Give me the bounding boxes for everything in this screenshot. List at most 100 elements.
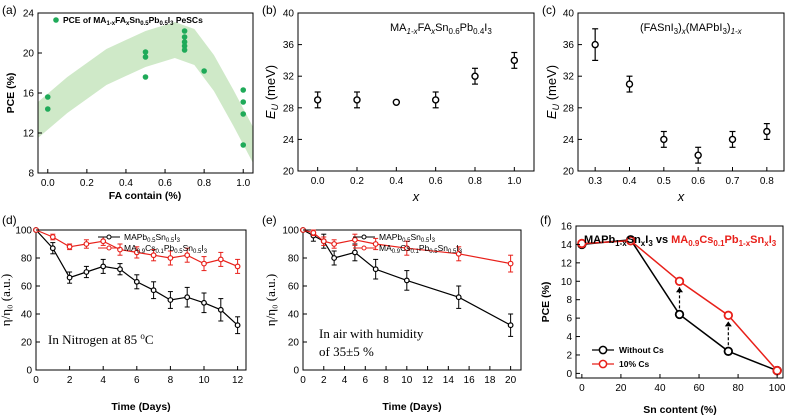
y-axis-label: EU (meV) bbox=[263, 65, 280, 119]
y-tick-label: 24 bbox=[23, 9, 35, 20]
x-axis-label: x bbox=[677, 189, 685, 204]
chart-title: (FASnI3)x(MAPbI3)1-x bbox=[640, 22, 743, 36]
panel-e: (e) 0 2 4 6 8 10 12 14 16 18 20 0 20 40 60 80 100 MAPb0.… bbox=[262, 213, 522, 413]
x-tick-label: 0.7 bbox=[726, 176, 740, 187]
x-tick-label: 0 bbox=[33, 375, 39, 386]
data-point bbox=[507, 322, 514, 329]
data-point bbox=[150, 252, 157, 259]
x-tick-label: 18 bbox=[484, 375, 496, 386]
confidence-band bbox=[38, 22, 253, 163]
y-tick-label: 24 bbox=[283, 135, 295, 146]
x-tick-label: 0.6 bbox=[158, 178, 172, 189]
data-series bbox=[577, 235, 782, 376]
data-point bbox=[184, 294, 191, 301]
y-tick-label: 36 bbox=[563, 40, 575, 51]
y-axis-label: η/η₀ (a.u.) bbox=[263, 274, 278, 326]
legend-marker bbox=[53, 17, 59, 23]
data-point bbox=[234, 322, 241, 329]
plot-frame bbox=[577, 12, 785, 172]
data-series bbox=[300, 227, 514, 337]
arrow-head bbox=[724, 321, 732, 327]
axis-ticks: 0.0 0.2 0.4 0.6 0.8 1.0 8 12 16 20 24 bbox=[23, 9, 251, 190]
data-point bbox=[240, 142, 247, 148]
panel-d-letter: (d) bbox=[2, 213, 17, 227]
y-tick-label: 40 bbox=[21, 310, 33, 321]
data-point bbox=[184, 252, 191, 259]
y-tick-label: 12 bbox=[23, 129, 35, 140]
y-tick-label: 14 bbox=[561, 240, 573, 251]
data-point bbox=[142, 74, 149, 80]
data-point bbox=[320, 238, 327, 245]
data-point bbox=[352, 249, 358, 256]
y-tick-label: 20 bbox=[563, 167, 575, 178]
data-point bbox=[100, 238, 107, 245]
x-tick-label: 4 bbox=[100, 375, 106, 386]
data-point bbox=[167, 297, 174, 303]
data-point bbox=[66, 243, 73, 250]
data-point bbox=[133, 249, 140, 256]
x-tick-label: 0.6 bbox=[429, 176, 443, 187]
y-tick-label: 60 bbox=[21, 282, 33, 293]
y-tick-label: 6 bbox=[566, 314, 572, 325]
x-tick-label: 0.2 bbox=[350, 176, 364, 187]
y-tick-label: 0 bbox=[566, 369, 572, 380]
data-point bbox=[310, 229, 317, 236]
data-point bbox=[240, 87, 247, 93]
x-tick-label: 100 bbox=[769, 383, 786, 394]
x-tick-label: 0.0 bbox=[41, 178, 55, 189]
data-point bbox=[181, 28, 188, 34]
panel-d: (d) 0 2 4 6 8 10 12 0 20 40 60 80 100 MAPb0.5Sn0.5I3… bbox=[0, 213, 247, 413]
y-tick-label: 8 bbox=[566, 295, 572, 306]
y-tick-label: 40 bbox=[283, 9, 295, 20]
x-tick-label: 6 bbox=[363, 375, 369, 386]
data-point bbox=[331, 241, 338, 247]
data-point bbox=[471, 72, 479, 80]
data-point bbox=[352, 236, 358, 243]
data-point bbox=[591, 40, 599, 49]
legend: Without Cs 10% Cs bbox=[592, 345, 664, 369]
data-point bbox=[577, 238, 587, 249]
y-tick-label: 100 bbox=[282, 226, 299, 237]
data-point bbox=[100, 263, 107, 270]
legend-label-red: 10% Cs bbox=[619, 359, 650, 369]
data-point bbox=[117, 266, 123, 273]
y-axis-label: EU (meV) bbox=[544, 65, 561, 119]
y-tick-label: 32 bbox=[563, 72, 575, 83]
legend: MAPb0.5Sn0.5I3 MA0.9Cs0.1Pb0.5Sn0.5I3 bbox=[98, 232, 208, 255]
data-point bbox=[431, 96, 440, 104]
data-point bbox=[392, 98, 401, 106]
legend-label-red: MA0.9Cs0.1Pb0.5Sn0.5I3 bbox=[379, 243, 463, 255]
data-points bbox=[313, 51, 519, 109]
data-series bbox=[33, 227, 241, 335]
data-point bbox=[66, 274, 73, 281]
data-point bbox=[772, 365, 782, 376]
y-tick-label: 24 bbox=[563, 135, 575, 146]
legend-marker bbox=[361, 245, 367, 251]
x-axis-label: Time (Days) bbox=[382, 401, 441, 413]
data-point bbox=[625, 236, 636, 246]
axis-ticks: 0.0 0.2 0.4 0.6 0.8 1.0 20 24 28 32 36 40 bbox=[283, 9, 522, 188]
x-tick-label: 20 bbox=[505, 375, 517, 386]
x-tick-label: 8 bbox=[168, 375, 174, 386]
data-point bbox=[150, 287, 157, 294]
x-tick-label: 0.5 bbox=[657, 176, 671, 187]
y-tick-label: 4 bbox=[566, 332, 572, 343]
data-point bbox=[49, 234, 56, 240]
y-tick-label: 36 bbox=[283, 40, 295, 51]
y-tick-label: 0 bbox=[26, 366, 32, 377]
legend-marker bbox=[598, 345, 608, 355]
panel-c: (c) 0.3 0.4 0.5 0.6 0.7 0.8 20 24 28 32 36 40 (FASn… bbox=[542, 3, 785, 204]
y-tick-label: 28 bbox=[283, 103, 295, 114]
data-point bbox=[234, 263, 241, 270]
x-tick-label: 0.8 bbox=[468, 176, 482, 187]
panel-f-letter: (f) bbox=[540, 213, 551, 227]
data-point bbox=[83, 269, 90, 275]
plot-frame bbox=[35, 229, 247, 371]
x-tick-label: 0.4 bbox=[623, 176, 637, 187]
data-point bbox=[331, 255, 338, 261]
condition-annotation-2: of 35±5 % bbox=[319, 344, 374, 359]
legend-marker bbox=[106, 245, 112, 251]
x-tick-label: 1.0 bbox=[236, 178, 250, 189]
chart-title: MA1-xFAxSn0.6Pb0.4I3 bbox=[390, 22, 492, 36]
